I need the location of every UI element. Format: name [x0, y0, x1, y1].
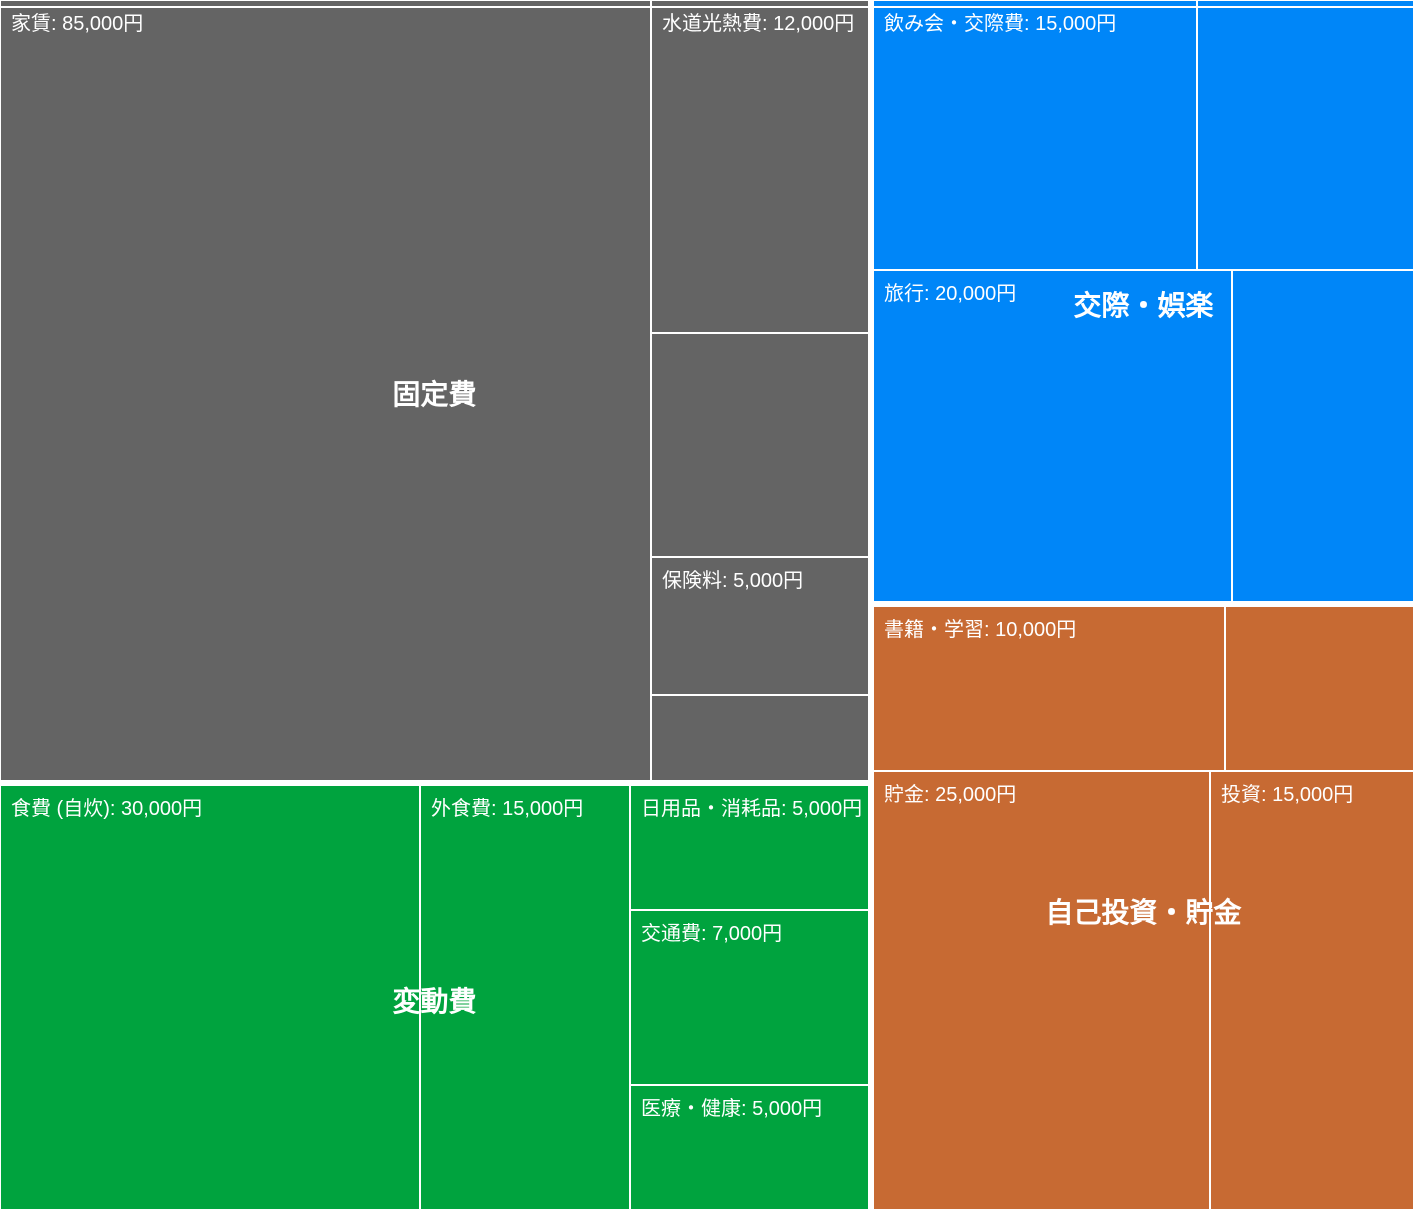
treemap-cell-utilities[interactable]: 水道光熱費: 12,000円 — [651, 0, 869, 333]
treemap-cell-medical-health[interactable]: 医療・健康: 5,000円 — [630, 1085, 869, 1210]
treemap-cell-social-unlabeled-1[interactable] — [1197, 0, 1414, 270]
treemap-cell-selfinv-unlabeled-1[interactable] — [1225, 606, 1414, 771]
cell-label-savings: 貯金: 25,000円 — [884, 784, 1017, 806]
treemap-cell-fixed-unlabeled-1[interactable] — [651, 333, 869, 557]
cell-label-transport: 交通費: 7,000円 — [641, 923, 783, 945]
cell-label-insurance: 保険料: 5,000円 — [662, 570, 804, 592]
treemap-cell-insurance[interactable]: 保険料: 5,000円 — [651, 557, 869, 695]
treemap-cell-social-unlabeled-2[interactable] — [1232, 270, 1414, 602]
treemap-cell-fixed-unlabeled-2[interactable] — [651, 695, 869, 781]
cell-label-books-learning: 書籍・学習: 10,000円 — [884, 619, 1077, 641]
treemap-group-self-investment-savings: 書籍・学習: 10,000円 貯金: 25,000円 投資: 15,000円 自… — [873, 606, 1414, 1210]
treemap-group-variable-costs: 食費 (自炊): 30,000円 外食費: 15,000円 日用品・消耗品: 5… — [0, 785, 869, 1210]
treemap-cell-drinking-social[interactable]: 飲み会・交際費: 15,000円 — [873, 0, 1197, 270]
treemap-group-social-entertainment: 飲み会・交際費: 15,000円 旅行: 20,000円 交際・娯楽 — [873, 0, 1414, 602]
cell-label-rent: 家賃: 85,000円 — [11, 13, 144, 35]
cell-label-investment: 投資: 15,000円 — [1221, 784, 1354, 806]
treemap-cell-travel[interactable]: 旅行: 20,000円 — [873, 270, 1232, 602]
treemap-cell-eating-out[interactable]: 外食費: 15,000円 — [420, 785, 630, 1210]
treemap-cell-daily-goods[interactable]: 日用品・消耗品: 5,000円 — [630, 785, 869, 910]
treemap-cell-savings[interactable]: 貯金: 25,000円 — [873, 771, 1210, 1210]
cell-label-groceries: 食費 (自炊): 30,000円 — [11, 798, 203, 820]
cell-label-eating-out: 外食費: 15,000円 — [431, 798, 584, 820]
cell-label-daily-goods: 日用品・消耗品: 5,000円 — [641, 798, 863, 820]
treemap-cell-transport[interactable]: 交通費: 7,000円 — [630, 910, 869, 1085]
treemap-cell-groceries[interactable]: 食費 (自炊): 30,000円 — [0, 785, 420, 1210]
treemap-cell-books-learning[interactable]: 書籍・学習: 10,000円 — [873, 606, 1225, 771]
cell-label-utilities: 水道光熱費: 12,000円 — [662, 13, 855, 35]
cell-label-medical-health: 医療・健康: 5,000円 — [641, 1098, 823, 1120]
treemap-cell-rent[interactable]: 家賃: 85,000円 — [0, 0, 651, 781]
treemap-group-fixed-costs: 家賃: 85,000円 水道光熱費: 12,000円 保険料: 5,000円 固… — [0, 0, 869, 781]
top-divider-line — [0, 6, 1414, 8]
treemap-cell-investment[interactable]: 投資: 15,000円 — [1210, 771, 1414, 1210]
cell-label-travel: 旅行: 20,000円 — [884, 283, 1017, 305]
cell-label-drinking-social: 飲み会・交際費: 15,000円 — [884, 13, 1117, 35]
